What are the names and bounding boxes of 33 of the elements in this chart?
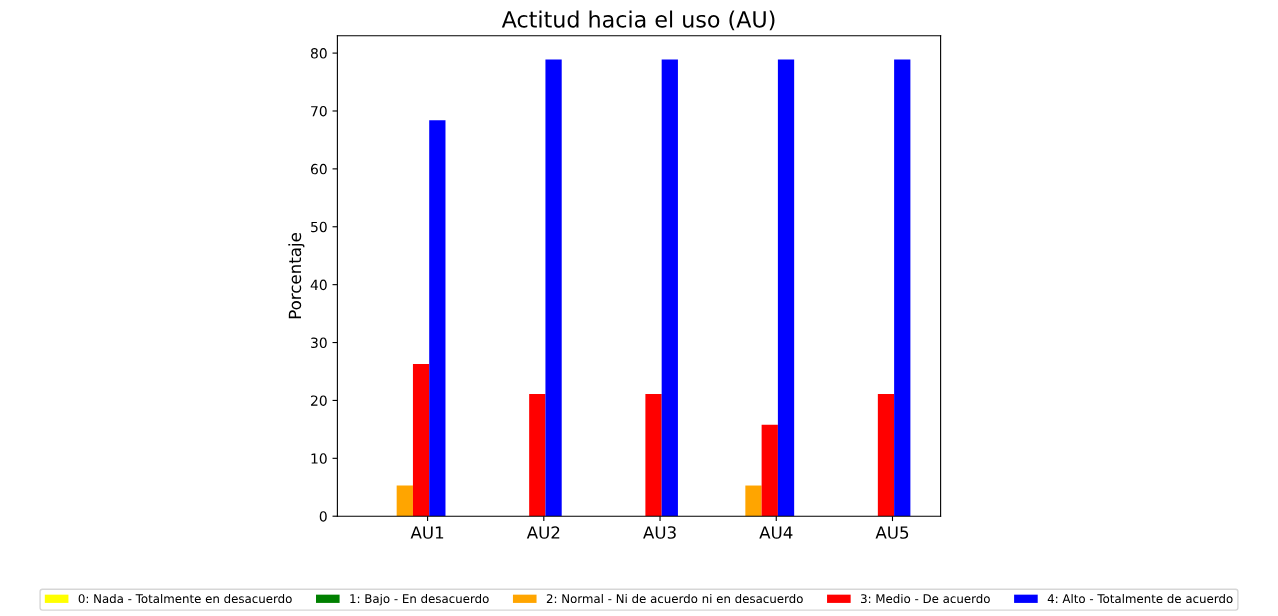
bar: [645, 394, 662, 517]
y-tick-label: 60: [310, 163, 327, 175]
bar: [661, 59, 678, 517]
y-tick-label: 50: [311, 221, 327, 233]
y-axis-title: Porcentaje: [288, 232, 305, 319]
bar: [529, 394, 546, 517]
legend-label: 0: Nada - Totalmente en desacuerdo: [78, 593, 292, 604]
chart-title: Actitud hacia el uso (AU): [501, 10, 775, 31]
bar: [761, 424, 778, 517]
legend-label: 3: Medio - De acuerdo: [861, 593, 990, 604]
y-tick-label: 70: [311, 105, 327, 117]
bar: [545, 59, 562, 517]
bar: [429, 120, 446, 517]
x-tick-label: AU1: [410, 526, 444, 539]
bar: [777, 59, 795, 517]
bar: [412, 363, 430, 517]
bar: [396, 485, 413, 517]
y-tick-label: 80: [310, 48, 327, 59]
x-tick-label: AU2: [526, 526, 560, 539]
legend-label: 4: Alto - Totalmente de acuerdo: [1047, 593, 1233, 604]
bar: [745, 485, 762, 517]
x-tick-label: AU3: [643, 526, 676, 539]
x-tick-label: AU4: [759, 526, 793, 539]
legend-label: 1: Bajo - En desacuerdo: [350, 593, 489, 606]
y-tick-label: 10: [311, 453, 327, 464]
x-tick-label: AU5: [875, 526, 909, 539]
y-tick-label: 0: [319, 511, 327, 522]
y-tick-label: 20: [311, 395, 327, 406]
bar: [894, 59, 911, 517]
y-tick-label: 40: [310, 279, 327, 291]
y-tick-label: 30: [311, 337, 327, 349]
legend-label: 2: Normal - Ni de acuerdo ni en desacuerdo: [546, 593, 803, 604]
bar: [877, 394, 895, 517]
